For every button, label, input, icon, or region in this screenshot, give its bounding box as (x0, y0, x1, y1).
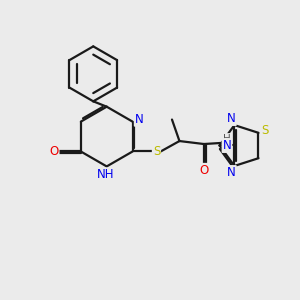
Text: NH: NH (98, 168, 115, 181)
Text: H: H (223, 134, 231, 144)
Text: N: N (227, 166, 236, 179)
Text: N: N (227, 112, 236, 125)
Text: O: O (199, 164, 208, 177)
Text: N: N (135, 113, 143, 126)
Text: O: O (49, 145, 58, 158)
Text: S: S (153, 145, 160, 158)
Text: S: S (261, 124, 269, 137)
Text: N: N (223, 139, 231, 152)
